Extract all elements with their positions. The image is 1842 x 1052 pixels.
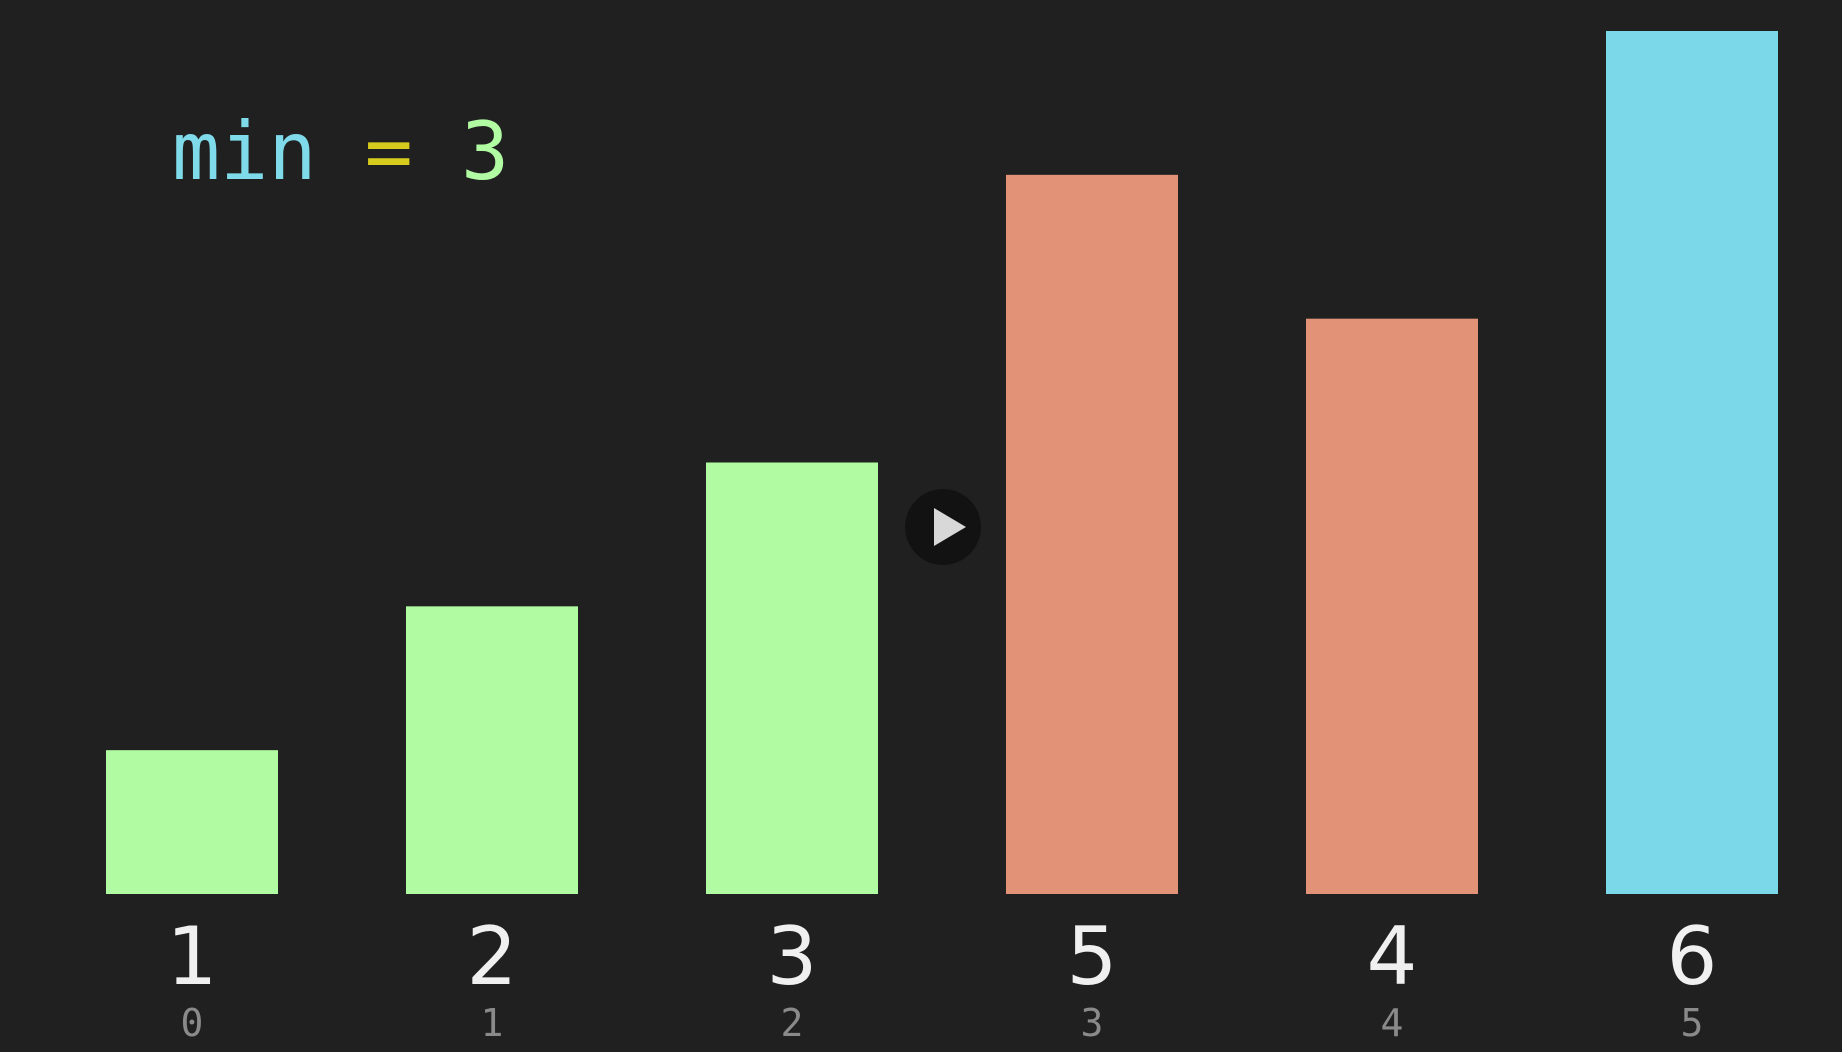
bar-index-label-1: 1 bbox=[481, 1001, 504, 1045]
bar-index-label-4: 4 bbox=[1381, 1001, 1404, 1045]
play-icon bbox=[934, 508, 966, 546]
bar-2 bbox=[706, 462, 878, 894]
bar-value-label-1: 2 bbox=[467, 910, 518, 1003]
bar-0 bbox=[106, 750, 278, 894]
bar-index-label-5: 5 bbox=[1681, 1001, 1704, 1045]
bar-3 bbox=[1006, 174, 1178, 895]
bar-5 bbox=[1606, 31, 1778, 894]
play-button[interactable] bbox=[905, 489, 981, 565]
bar-index-label-0: 0 bbox=[181, 1001, 204, 1045]
bar-value-label-5: 6 bbox=[1667, 910, 1718, 1003]
assignment-operator: = bbox=[364, 105, 413, 198]
bar-value-label-0: 1 bbox=[167, 910, 218, 1003]
min-value: 3 bbox=[461, 105, 510, 198]
min-expression: min = 3 bbox=[172, 112, 509, 192]
bar-index-label-2: 2 bbox=[781, 1001, 804, 1045]
bar-value-label-2: 3 bbox=[767, 910, 818, 1003]
bar-value-label-3: 5 bbox=[1067, 910, 1118, 1003]
bar-1 bbox=[406, 606, 578, 894]
bar-index-label-3: 3 bbox=[1081, 1001, 1104, 1045]
bar-value-label-4: 4 bbox=[1367, 910, 1418, 1003]
variable-name: min bbox=[172, 105, 317, 198]
bar-4 bbox=[1306, 318, 1478, 895]
